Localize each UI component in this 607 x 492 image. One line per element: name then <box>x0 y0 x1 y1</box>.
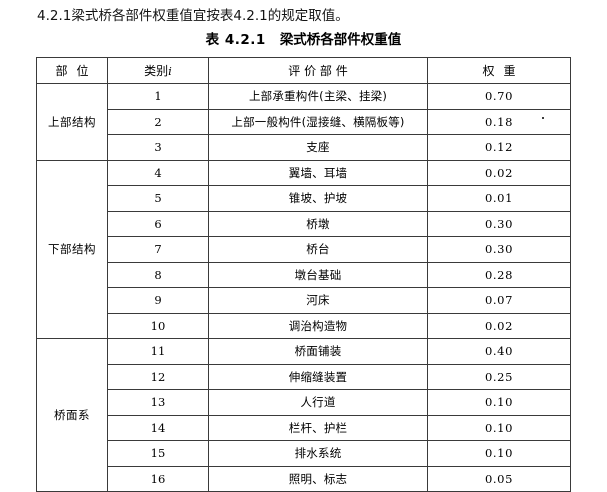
category-index-cell: 7 <box>107 236 209 263</box>
table-row: 8 墩台基础 0.28 <box>37 261 571 288</box>
table-row: 上部结构 1 上部承重构件(主梁、挂梁) 0.70 <box>36 83 571 161</box>
category-index-cell: 10 <box>107 312 209 339</box>
category-index-cell: 1 <box>107 83 209 110</box>
weight-value-cell: 0.30 <box>427 210 571 237</box>
component-name-cell: 上部一般构件(湿接缝、横隔板等) <box>208 108 428 135</box>
weight-value-cell: 0.70 <box>427 83 571 110</box>
weight-value-cell: 0.01 <box>427 185 571 212</box>
category-index-cell: 11 <box>107 338 209 365</box>
table-header-row: 部位 类别i 评 价 部 件权重 <box>36 57 571 84</box>
table-row: 下部结构 4 翼墙、耳墙 0.02 <box>36 159 571 339</box>
component-name-cell: 河床 <box>208 287 428 314</box>
category-index-cell: 4 <box>107 159 209 186</box>
weight-value-cell: 0.12 <box>427 134 571 161</box>
table-row: 5 锥坡、护坡 0.01 <box>37 185 571 212</box>
category-index-cell: 5 <box>107 185 209 212</box>
table-header-cell-comp: 评 价 部 件 <box>208 57 428 84</box>
component-name-cell: 上部承重构件(主梁、挂梁) <box>208 83 428 110</box>
document-page: 4.2.1梁式桥各部件权重值宜按表4.2.1的规定取值。 表 4.2.1 梁式桥各… <box>0 8 607 492</box>
category-index-cell: 3 <box>107 134 209 161</box>
weight-value-cell: 0.02 <box>427 159 571 186</box>
header-label-comp: 评 价 部 件 <box>288 63 348 78</box>
table-row: 13 人行道 0.10 <box>37 389 571 416</box>
weight-value-cell: 0.02 <box>427 312 571 339</box>
component-name-cell: 翼墙、耳墙 <box>208 159 428 186</box>
header-label-cat-italic: i <box>168 63 172 78</box>
table-header-cell-cat: 类别i <box>107 57 209 84</box>
component-name-cell: 栏杆、护栏 <box>208 414 428 441</box>
category-index-cell: 2 <box>107 108 209 135</box>
table-header-cell-weight: 权重 <box>427 57 571 84</box>
component-name-cell: 桥墩 <box>208 210 428 237</box>
clause-paragraph: 4.2.1梁式桥各部件权重值宜按表4.2.1的规定取值。 <box>37 8 349 24</box>
component-name-cell: 调治构造物 <box>208 312 428 339</box>
weight-value-cell: 0.25 <box>427 363 571 390</box>
weight-value-cell: 0.28 <box>427 261 571 288</box>
table-row: 2 上部一般构件(湿接缝、横隔板等) 0.18 <box>37 108 571 135</box>
table-header-cell-part: 部位 <box>36 57 108 84</box>
part-group-cell: 上部结构 <box>36 83 108 161</box>
table-row: 12 伸缩缝装置 0.25 <box>37 363 571 390</box>
part-group-cell: 桥面系 <box>36 338 108 492</box>
table-row: 7 桥台 0.30 <box>37 236 571 263</box>
header-label-cat: 类别 <box>144 63 169 78</box>
component-name-cell: 支座 <box>208 134 428 161</box>
table-row: 10 调治构造物 0.02 <box>37 312 571 339</box>
category-index-cell: 14 <box>107 414 209 441</box>
part-group-cell: 下部结构 <box>36 159 108 339</box>
scan-artifact-dot <box>542 117 544 119</box>
component-name-cell: 排水系统 <box>208 440 428 467</box>
category-index-cell: 8 <box>107 261 209 288</box>
category-index-cell: 12 <box>107 363 209 390</box>
table-row: 14 栏杆、护栏 0.10 <box>37 414 571 441</box>
category-index-cell: 13 <box>107 389 209 416</box>
table-row: 15 排水系统 0.10 <box>37 440 571 467</box>
category-index-cell: 15 <box>107 440 209 467</box>
table-row: 6 桥墩 0.30 <box>37 210 571 237</box>
component-name-cell: 桥台 <box>208 236 428 263</box>
weight-value-cell: 0.30 <box>427 236 571 263</box>
weight-value-cell: 0.40 <box>427 338 571 365</box>
weight-value-cell: 0.07 <box>427 287 571 314</box>
table-caption-name: 梁式桥各部件权重值 <box>279 32 402 48</box>
component-name-cell: 人行道 <box>208 389 428 416</box>
table-row: 9 河床 0.07 <box>37 287 571 314</box>
header-label-part: 部位 <box>55 63 98 78</box>
weight-value-cell: 0.10 <box>427 414 571 441</box>
weight-value-cell: 0.10 <box>427 440 571 467</box>
weight-value-cell: 0.18 <box>427 108 571 135</box>
category-index-cell: 6 <box>107 210 209 237</box>
table-caption: 表 4.2.1 梁式桥各部件权重值 <box>0 31 607 49</box>
header-label-weight: 权重 <box>482 63 525 78</box>
component-name-cell: 伸缩缝装置 <box>208 363 428 390</box>
component-name-cell: 锥坡、护坡 <box>208 185 428 212</box>
table-caption-number: 表 4.2.1 <box>205 32 266 48</box>
component-name-cell: 墩台基础 <box>208 261 428 288</box>
category-index-cell: 9 <box>107 287 209 314</box>
component-name-cell: 桥面铺装 <box>208 338 428 365</box>
weights-table: 部位 类别i 评 价 部 件权重 上部结构 1 上部承重构件(主梁、挂梁) 0.70 2 上部一… <box>36 57 571 492</box>
table-row: 3 支座 0.12 <box>37 134 571 161</box>
weight-value-cell: 0.10 <box>427 389 571 416</box>
table-row: 桥面系 11 桥面铺装 0.40 <box>36 338 571 492</box>
